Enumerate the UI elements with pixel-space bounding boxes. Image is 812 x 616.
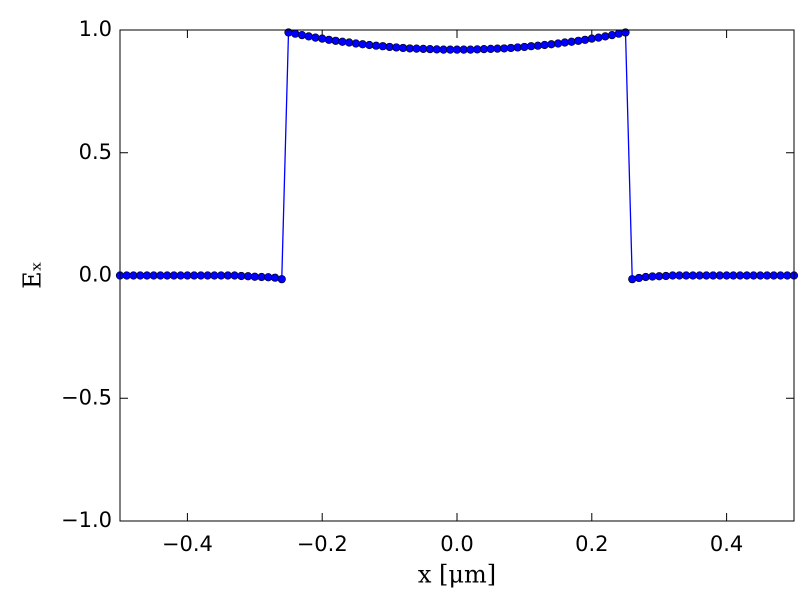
data-point	[574, 36, 583, 45]
data-point	[560, 38, 569, 47]
data-point	[297, 31, 307, 40]
data-point	[270, 273, 280, 282]
data-point	[520, 42, 529, 52]
data-point	[378, 42, 387, 51]
data-point	[311, 33, 320, 42]
data-point	[540, 40, 549, 50]
data-point	[277, 275, 286, 284]
y-tick-label: 0.5	[79, 140, 112, 164]
data-point	[553, 39, 563, 48]
data-point	[621, 28, 630, 37]
x-tick-label: −0.4	[162, 532, 213, 556]
data-point	[385, 42, 394, 52]
x-tick-label: 0.2	[575, 532, 608, 556]
data-point	[345, 38, 354, 47]
data-point	[365, 40, 374, 50]
data-point	[607, 31, 617, 40]
data-point	[567, 37, 576, 46]
data-point	[506, 43, 516, 53]
data-point	[628, 275, 637, 284]
data-point	[533, 41, 542, 50]
data-point	[614, 29, 623, 38]
data-point	[243, 272, 253, 281]
data-point	[601, 32, 610, 41]
x-tick-label: 0.0	[440, 532, 473, 556]
data-point	[331, 36, 340, 45]
data-point	[318, 34, 327, 43]
data-point	[513, 43, 522, 52]
x-tick-label: −0.2	[297, 532, 348, 556]
data-point	[304, 32, 313, 41]
y-tick-label: −0.5	[61, 385, 112, 409]
y-tick-label: 0.0	[79, 263, 112, 287]
data-point	[372, 41, 381, 50]
y-axis-label: Eₓ	[19, 261, 47, 289]
data-point	[594, 33, 603, 42]
x-tick-label: 0.4	[710, 532, 743, 556]
data-point	[392, 43, 401, 52]
data-point	[338, 37, 347, 46]
data-point	[351, 39, 361, 48]
y-tick-label: −1.0	[61, 508, 112, 532]
data-point	[634, 273, 644, 283]
data-point	[547, 40, 556, 49]
data-point	[324, 35, 334, 44]
x-axis-label: x [μm]	[418, 561, 496, 589]
data-point	[641, 272, 650, 282]
data-point	[527, 42, 536, 51]
data-point	[587, 34, 596, 43]
data-point	[230, 271, 239, 280]
plot-frame	[119, 29, 795, 522]
data-point	[264, 273, 273, 282]
data-point	[580, 35, 590, 44]
data-point	[398, 43, 408, 53]
data-point	[661, 271, 671, 281]
data-point	[500, 44, 509, 53]
data-point	[358, 40, 367, 49]
y-tick-label: 1.0	[79, 17, 112, 41]
data-point	[291, 29, 300, 38]
